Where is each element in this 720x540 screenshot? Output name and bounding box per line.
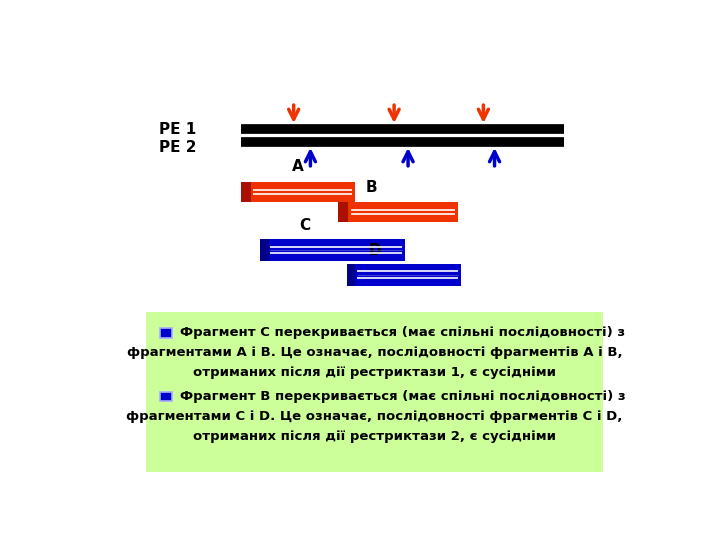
Text: отриманих після дії рестриктази 1, є сусідніми: отриманих після дії рестриктази 1, є сус… [193,367,556,380]
Text: отриманих після дії рестриктази 2, є сусідніми: отриманих після дії рестриктази 2, є сус… [193,430,556,443]
Bar [260,239,269,261]
Bar [347,264,461,286]
Bar [338,202,348,222]
Text: фрагментами C і D. Це означає, послідовності фрагментів C і D,: фрагментами C і D. Це означає, послідовн… [127,410,623,423]
Bar [260,239,405,261]
Bar [145,312,603,472]
Text: D: D [368,243,381,258]
Text: Фрагмент B перекривається (має спільні послідовності) з: Фрагмент B перекривається (має спільні п… [181,390,626,403]
Bar [160,328,172,338]
Text: C: C [300,218,310,233]
Bar [240,181,251,201]
Bar [347,264,355,286]
Text: PE 2: PE 2 [158,140,196,156]
Bar [240,181,355,201]
Text: фрагментами A і B. Це означає, послідовності фрагментів A і B,: фрагментами A і B. Це означає, послідовн… [127,347,622,360]
Text: B: B [366,180,377,195]
Text: PE 1: PE 1 [159,122,196,137]
Text: Фрагмент C перекривається (має спільні послідовності) з: Фрагмент C перекривається (має спільні п… [181,327,626,340]
Text: A: A [292,159,304,174]
Bar [338,202,459,222]
Bar [160,392,172,401]
